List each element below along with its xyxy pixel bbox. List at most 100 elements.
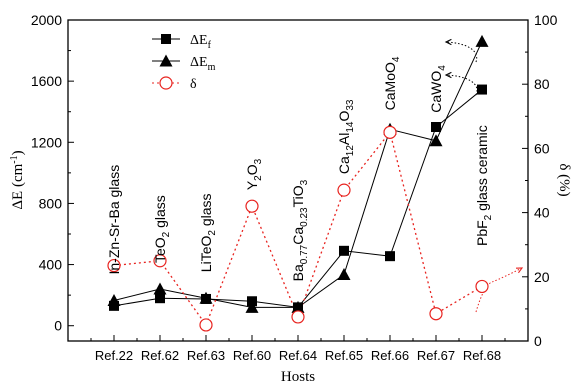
host-label-part: TiO [290, 185, 306, 207]
point-Em [153, 282, 167, 295]
host-label-part: TeO [152, 237, 168, 263]
series-line-delta [113, 130, 483, 327]
x-tick-label: Ref.60 [233, 348, 271, 363]
point-delta [291, 310, 305, 324]
arrow-curve-top [445, 41, 478, 63]
host-label-part: 2 [207, 230, 218, 236]
plot-frame [67, 19, 529, 342]
annotation-arrows [444, 38, 524, 313]
x-tick-label: Ref.64 [279, 348, 317, 363]
legend-label-Em: ΔEm [190, 55, 216, 73]
point-delta [199, 318, 213, 332]
host-label-part: CaMoO [382, 62, 398, 110]
host-label-part: O [336, 111, 352, 122]
arrow-head-delta [515, 267, 524, 274]
host-label-part: Ca [336, 156, 352, 174]
point-Em [199, 291, 213, 304]
host-label-part: CaWO [428, 71, 444, 113]
point-Em [107, 293, 121, 306]
point-Em [429, 134, 443, 147]
y-left-tick-label: 800 [39, 195, 63, 211]
x-tick-label: Ref.62 [141, 348, 179, 363]
point-Ef [155, 293, 165, 304]
host-label: Y2O3 [244, 158, 264, 190]
host-label: LiTeO2 glass [198, 193, 218, 272]
host-label: Ca12Al14O33 [336, 99, 356, 174]
point-Ef [431, 122, 441, 132]
host-label-part: 2 [161, 231, 172, 237]
host-label-part: PbF [474, 220, 490, 246]
host-label: TeO2 glass [152, 195, 172, 263]
point-delta [383, 125, 397, 139]
host-label-part: 14 [345, 121, 356, 133]
host-label-part: glass ceramic [474, 125, 490, 214]
x-tick-label: Ref.63 [187, 348, 225, 363]
host-label: PbF2 glass ceramic [474, 125, 494, 246]
x-tick-label: Ref.67 [417, 348, 455, 363]
y-right-tick-label: 100 [534, 12, 558, 28]
host-label-part: glass [152, 195, 168, 232]
host-label-part: 4 [391, 56, 402, 62]
point-delta [337, 183, 351, 197]
point-Em [245, 300, 259, 313]
host-label: CaMoO4 [382, 56, 402, 110]
host-label-part: Al [336, 133, 352, 145]
point-Ef [385, 251, 395, 262]
legend-label-Ef: ΔEf [190, 33, 212, 51]
point-delta [475, 279, 489, 294]
host-label-part: In-Zn-Sr-Ba glass [106, 165, 122, 275]
host-label: Ba0.77Ca0.23TiO3 [290, 179, 310, 281]
point-Em [291, 300, 305, 313]
y-right-tick-label: 40 [534, 205, 550, 221]
legend-label-main: ΔE [190, 55, 208, 70]
y-right-tick-label: 60 [534, 140, 550, 156]
x-tick-label: Ref.68 [463, 348, 501, 363]
host-label-part: Ba [290, 264, 306, 281]
axis-ticks: 0 400 800 1200 1600 2000 0 20 40 60 80 100 Ref.22 Ref… [31, 12, 558, 363]
host-label-part: 3 [299, 179, 310, 185]
y-left-tick-label: 0 [54, 318, 62, 334]
host-label-part: O [244, 164, 260, 175]
point-Em [475, 34, 489, 47]
x-axis-title: Hosts [281, 369, 315, 384]
point-delta [429, 307, 443, 321]
host-label-part: Y [244, 180, 260, 190]
legend-label-main: ΔE [190, 33, 208, 48]
legend-label-sub: m [208, 62, 216, 73]
y-right-tick-label: 20 [534, 269, 550, 285]
host-label-part: 3 [253, 158, 264, 164]
host-label-part: 2 [483, 214, 494, 220]
host-label-part: 33 [345, 99, 356, 111]
legend-marker-Em [159, 54, 173, 67]
host-label-part: glass [198, 193, 214, 230]
y-left-tick-label: 1200 [31, 134, 62, 150]
point-delta [153, 254, 167, 268]
host-label-part: 4 [437, 65, 448, 71]
point-Em [337, 268, 351, 281]
legend-marker-delta [159, 76, 173, 90]
host-label: CaWO4 [428, 65, 448, 113]
host-label-part: LiTeO [198, 236, 214, 273]
legend-label-sub: f [208, 40, 212, 51]
legend-label-delta: δ [190, 77, 197, 92]
host-label-part: 0.77 [299, 244, 310, 264]
y-left-tick-label: 400 [39, 257, 63, 273]
x-tick-label: Ref.22 [95, 348, 133, 363]
y-left-tick-label: 1600 [31, 73, 62, 89]
y-right-tick-label: 0 [534, 333, 542, 349]
point-delta [107, 258, 121, 273]
host-label-part: Ca [290, 227, 306, 245]
y-right-tick-label: 80 [534, 76, 550, 92]
host-label-part: 2 [253, 175, 264, 181]
point-Ef [339, 245, 349, 256]
x-tick-label: Ref.66 [371, 348, 409, 363]
point-delta [245, 199, 259, 213]
series-markers [107, 34, 489, 332]
arrow-head-top [444, 38, 452, 46]
arrow-head-mid [444, 71, 452, 79]
host-label-part: 12 [345, 145, 356, 157]
y-axis-left-title: ΔE (cm-1) [9, 150, 26, 209]
legend-label-main: δ [190, 77, 197, 92]
